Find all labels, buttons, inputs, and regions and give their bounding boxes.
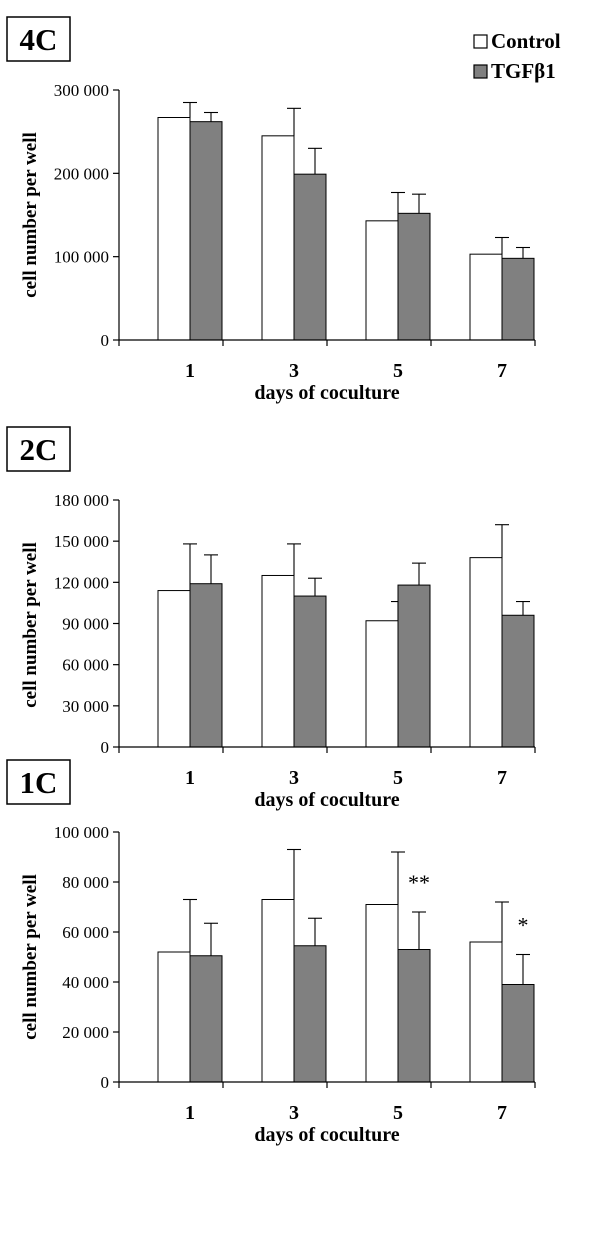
panel-label: 2C	[20, 432, 58, 467]
bar-control-day-5	[365, 904, 399, 1083]
panel-label-box	[6, 426, 71, 472]
bar-tgfb1-day-5	[397, 584, 431, 748]
x-tick-label: 7	[497, 767, 507, 789]
bar-control-day-7	[469, 253, 503, 341]
y-tick-label: 90 000	[62, 615, 109, 634]
y-tick-label: 20 000	[62, 1023, 109, 1042]
x-tick-label: 1	[185, 360, 195, 382]
y-tick-label: 30 000	[62, 697, 109, 716]
chart-panels: 4C 0 100 000 200 000 300 000 1 3 5 7 days of cocu…	[6, 16, 536, 1146]
y-axis-title: cell number per well	[20, 874, 41, 1040]
x-tick-label: 5	[393, 767, 403, 789]
panel-label: 4C	[20, 22, 58, 57]
bar-tgfb1-day-3	[293, 595, 327, 748]
y-tick-label: 120 000	[54, 573, 109, 592]
x-tick-label: 3	[289, 1102, 299, 1124]
bar-control-day-3	[261, 135, 295, 341]
y-tick-label: 60 000	[62, 656, 109, 675]
y-tick-label: 180 000	[54, 491, 109, 510]
bar-control-day-3	[261, 899, 295, 1083]
y-tick-label: 0	[101, 1073, 110, 1092]
bar-control-day-3	[261, 574, 295, 748]
y-tick-label: 200 000	[54, 164, 109, 183]
bar-control-day-1	[157, 951, 191, 1083]
bar-control-day-5	[365, 620, 399, 748]
bar-control-day-1	[157, 590, 191, 748]
x-tick-label: 7	[497, 1102, 507, 1124]
chart-panel-4c: 4C 0 100 000 200 000 300 000 1 3 5 7 days of cocu…	[6, 16, 536, 404]
panel-label: 1C	[20, 765, 58, 800]
bar-tgfb1-day-5	[397, 949, 431, 1083]
x-tick-label: 1	[185, 1102, 195, 1124]
bar-tgfb1-day-1	[189, 583, 223, 748]
bar-tgfb1-day-7	[501, 257, 535, 341]
y-tick-label: 0	[101, 331, 110, 350]
x-axis-title: days of coculture	[254, 382, 399, 404]
legend-label: Control	[491, 29, 561, 53]
legend-label: TGFβ1	[491, 59, 556, 83]
bar-tgfb1-day-5	[397, 212, 431, 341]
y-tick-label: 100 000	[54, 248, 109, 267]
bar-control-day-7	[469, 941, 503, 1083]
y-tick-label: 100 000	[54, 823, 109, 842]
x-tick-label: 3	[289, 767, 299, 789]
bar-control-day-7	[469, 557, 503, 748]
panel-label-box	[6, 16, 71, 62]
bar-tgfb1-day-7	[501, 614, 535, 748]
chart-panel-1c: 1C 0 20 000 40 000 60 000 80 000 100 000 1 3 5 7 da…	[6, 759, 536, 1146]
chart-panel-2c: 2C 0 30 000 60 000 90 000 120 000 150 000 180 0…	[6, 426, 536, 811]
bar-tgfb1-day-3	[293, 945, 327, 1083]
bar-tgfb1-day-1	[189, 955, 223, 1083]
y-axis-title: cell number per well	[20, 542, 41, 708]
bar-control-day-5	[365, 220, 399, 341]
x-tick-label: 5	[393, 1102, 403, 1124]
legend-swatch	[473, 34, 488, 49]
x-axis-title: days of coculture	[254, 789, 399, 811]
x-tick-label: 3	[289, 360, 299, 382]
y-tick-label: 80 000	[62, 873, 109, 892]
bar-control-day-1	[157, 117, 191, 341]
y-tick-label: 0	[101, 738, 110, 757]
legend: Control TGFβ1	[473, 29, 561, 83]
y-tick-label: 60 000	[62, 923, 109, 942]
x-tick-label: 1	[185, 767, 195, 789]
y-axis-title: cell number per well	[20, 132, 41, 298]
y-tick-label: 150 000	[54, 532, 109, 551]
y-tick-label: 300 000	[54, 81, 109, 100]
legend-swatch	[473, 64, 488, 79]
x-tick-label: 5	[393, 360, 403, 382]
bar-tgfb1-day-3	[293, 173, 327, 341]
panel-label-box	[6, 759, 71, 805]
x-tick-label: 7	[497, 360, 507, 382]
y-tick-label: 40 000	[62, 973, 109, 992]
significance-marker: **	[408, 870, 430, 895]
significance-marker: *	[518, 913, 529, 938]
bar-tgfb1-day-7	[501, 984, 535, 1083]
bar-tgfb1-day-1	[189, 121, 223, 341]
x-axis-title: days of coculture	[254, 1124, 399, 1146]
